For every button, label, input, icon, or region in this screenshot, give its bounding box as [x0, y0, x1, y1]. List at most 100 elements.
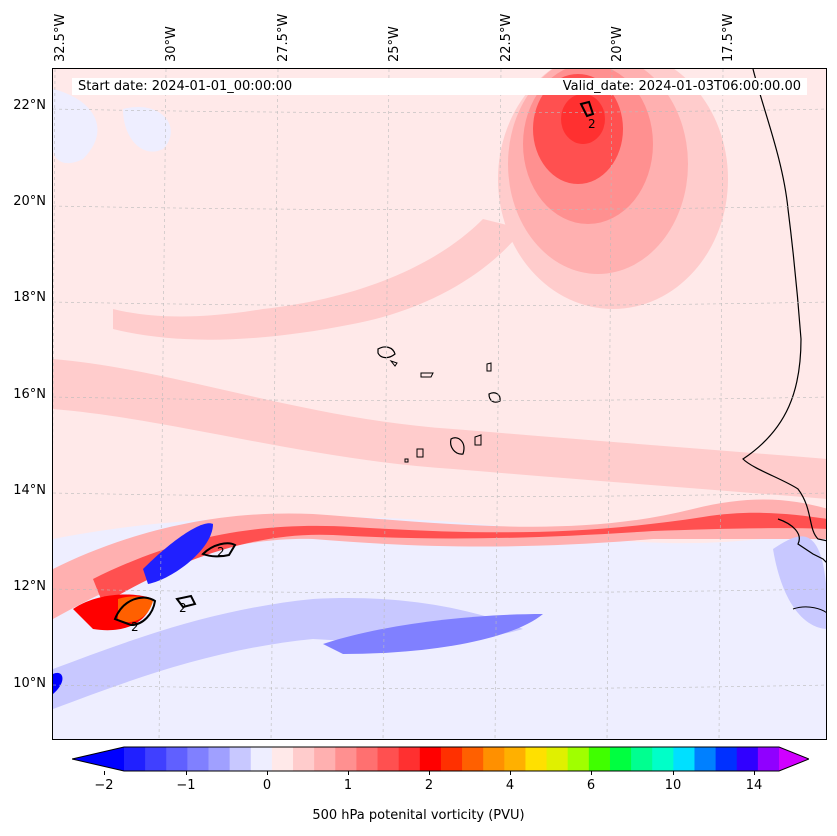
colorbar — [72, 746, 809, 772]
colorbar-swatch — [398, 747, 421, 771]
contour-label-north: 2 — [588, 117, 596, 131]
negative-patch-nw — [53, 89, 98, 164]
colorbar-swatch — [757, 747, 780, 771]
island-sao-nicolau — [420, 372, 434, 378]
lat-label-20n: 20°N — [13, 194, 46, 209]
colorbar-swatch — [694, 747, 717, 771]
colorbar-swatch — [546, 747, 569, 771]
negative-patch-nw2 — [123, 107, 171, 152]
gridline-17.5w — [718, 69, 724, 739]
valid-date-label: Valid_date: 2024-01-03T06:00:00.00 — [562, 79, 801, 94]
lat-label-10n: 10°N — [13, 676, 46, 691]
lat-label-16n: 16°N — [13, 387, 46, 402]
cb-tickmark-4 — [429, 771, 430, 775]
colorbar-outline — [72, 746, 809, 772]
lat-label-18n: 18°N — [13, 290, 46, 305]
coastline-africa — [742, 69, 826, 542]
colorbar-swatch — [335, 747, 357, 771]
contour-label-west: 2 — [131, 620, 139, 634]
gridline-30w — [158, 69, 167, 739]
colorbar-arrow-high — [779, 747, 809, 771]
colorbar-swatch — [187, 747, 210, 771]
cb-tickmark-0 — [104, 771, 105, 775]
lat-label-12n: 12°N — [13, 579, 46, 594]
cb-tick-4: 4 — [505, 778, 515, 793]
island-brava — [404, 458, 409, 463]
colorbar-swatch — [504, 747, 526, 771]
contour-2pvu-west — [113, 596, 157, 627]
lon-label-20w: 20°W — [610, 26, 625, 62]
contour-2pvu-east — [201, 542, 237, 558]
lon-label-30w: 30°W — [164, 26, 179, 62]
colorbar-swatch — [208, 747, 231, 771]
negative-streak-1 — [323, 614, 543, 654]
colorbar-swatch — [631, 747, 653, 771]
negative-core-edge — [53, 672, 63, 694]
colorbar-swatch — [145, 747, 167, 771]
lon-label-27.5w: 27.5°W — [276, 13, 291, 62]
cb-tick-1: 1 — [343, 778, 353, 793]
pv-band-main-inner — [93, 512, 826, 604]
contour-2pvu-north — [579, 100, 595, 118]
colorbar-swatch — [736, 747, 759, 771]
pv-field: 2 2 2 2 — [53, 69, 826, 739]
colorbar-swatch — [462, 747, 484, 771]
negative-patch-east — [773, 536, 826, 629]
cb-tickmark-8 — [754, 771, 755, 775]
lat-label-22n: 22°N — [13, 98, 46, 113]
colorbar-swatch — [419, 747, 442, 771]
colorbar-arrow-low — [72, 747, 124, 771]
colorbar-swatch — [124, 747, 146, 771]
colorbar-swatch — [293, 747, 315, 771]
colorbar-swatch — [377, 747, 400, 771]
island-fogo — [416, 448, 424, 458]
colorbar-swatch — [356, 747, 379, 771]
island-santo-antao — [377, 346, 396, 359]
colorbar-swatch — [314, 747, 336, 771]
island-sal — [486, 362, 492, 372]
lon-label-25w: 25°W — [387, 26, 402, 62]
lon-label-32.5w: 32.5°W — [53, 13, 68, 62]
cb-tick-2: 2 — [424, 778, 434, 793]
colorbar-swatch — [609, 747, 632, 771]
colorbar-swatch — [652, 747, 674, 771]
colorbar-swatch — [673, 747, 695, 771]
contour-2pvu-mid — [175, 594, 197, 609]
cb-tick-14: 14 — [745, 778, 763, 793]
cb-tickmark-2 — [267, 771, 268, 775]
cb-tickmark-6 — [591, 771, 592, 775]
cb-tickmark-3 — [348, 771, 349, 775]
contour-label-mid: 2 — [179, 601, 187, 615]
cb-tick-neg1: −1 — [176, 778, 196, 793]
gridlines — [53, 69, 826, 739]
lat-label-14n: 14°N — [13, 483, 46, 498]
coastline-guinea — [792, 606, 826, 614]
pv-map: 2 2 2 2 — [52, 68, 827, 740]
pv-band-diagonal — [113, 219, 523, 340]
colorbar-swatch — [715, 747, 738, 771]
colorbar-label: 500 hPa potenital vorticity (PVU) — [312, 808, 525, 823]
colorbar-swatch — [588, 747, 611, 771]
cb-tickmark-1 — [186, 771, 187, 775]
pv-blob-north-center — [561, 94, 605, 144]
coastline-senegal — [777, 518, 826, 563]
cb-tick-neg2: −2 — [94, 778, 114, 793]
island-maio — [474, 434, 482, 446]
colorbar-swatch — [567, 747, 590, 771]
cb-tick-10: 10 — [664, 778, 682, 793]
colorbar-swatch — [229, 747, 252, 771]
date-info-bar: Start date: 2024-01-01_00:00:00 Valid_da… — [72, 78, 807, 95]
lon-label-17.5w: 17.5°W — [721, 13, 736, 62]
gridline-27.5w — [270, 69, 279, 739]
cb-tick-6: 6 — [586, 778, 596, 793]
gridline-25w — [382, 69, 390, 739]
colorbar-swatch — [271, 747, 294, 771]
island-boa-vista — [488, 392, 501, 403]
colorbar-swatch — [483, 747, 505, 771]
contour-label-east: 2 — [217, 545, 225, 559]
cb-tick-0: 0 — [262, 778, 272, 793]
gridline-20w — [606, 69, 613, 739]
colorbar-swatch — [250, 747, 273, 771]
lon-label-22.5w: 22.5°W — [499, 13, 514, 62]
pv-band-16n — [53, 359, 826, 499]
